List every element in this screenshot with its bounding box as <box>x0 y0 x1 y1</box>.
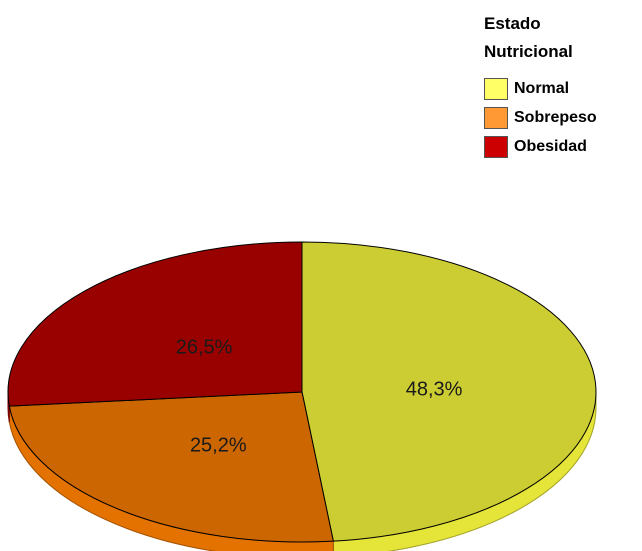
legend-title: Estado Nutricional <box>484 10 640 66</box>
legend-label: Sobrepeso <box>514 108 597 126</box>
legend-item-obesidad: Obesidad <box>484 132 640 161</box>
legend-item-normal: Normal <box>484 74 640 103</box>
legend-title-line: Estado <box>484 14 541 33</box>
legend-swatch <box>484 77 508 100</box>
pie-slice-sobrepeso <box>8 391 334 543</box>
pie-slices <box>7 241 597 543</box>
pie-label-sobrepeso: 25,2% <box>190 434 247 456</box>
pie-slice-obesidad <box>7 241 303 407</box>
legend-title-line: Nutricional <box>484 42 573 61</box>
legend-label: Obesidad <box>514 137 587 155</box>
legend-list: Normal Sobrepeso Obesidad <box>484 74 640 161</box>
pie-slice-normal <box>301 241 597 542</box>
legend: Estado Nutricional Normal Sobrepeso Obes… <box>484 10 640 161</box>
legend-label: Normal <box>514 79 570 97</box>
legend-swatch <box>484 135 508 158</box>
pie-labels: 48,3% 25,2% 26,5% <box>176 337 463 457</box>
legend-swatch <box>484 106 508 129</box>
pie-label-normal: 48,3% <box>406 378 463 400</box>
legend-item-sobrepeso: Sobrepeso <box>484 103 640 132</box>
pie-label-obesidad: 26,5% <box>176 337 233 359</box>
